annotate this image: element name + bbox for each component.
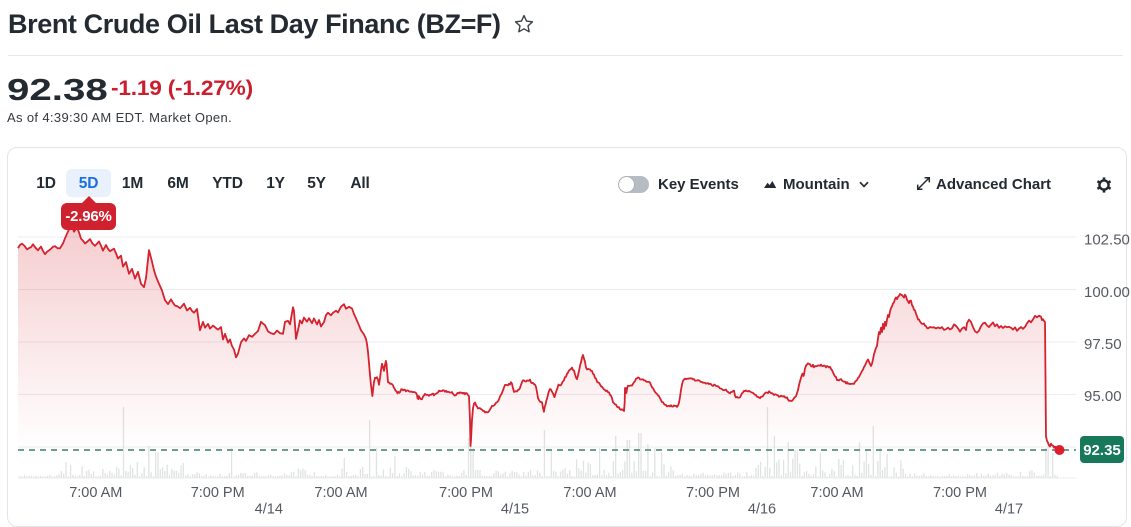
svg-text:92.35: 92.35 (1083, 442, 1121, 459)
svg-text:7:00 AM: 7:00 AM (69, 485, 122, 501)
svg-text:95.00: 95.00 (1084, 388, 1122, 405)
svg-text:102.50: 102.50 (1084, 232, 1130, 249)
svg-text:7:00 PM: 7:00 PM (191, 485, 245, 501)
svg-text:100.00: 100.00 (1084, 284, 1130, 301)
svg-text:4/15: 4/15 (501, 502, 529, 518)
svg-text:97.50: 97.50 (1084, 336, 1122, 353)
svg-text:7:00 PM: 7:00 PM (439, 485, 493, 501)
svg-text:4/14: 4/14 (255, 502, 283, 518)
svg-text:7:00 AM: 7:00 AM (563, 485, 616, 501)
svg-text:7:00 PM: 7:00 PM (933, 485, 987, 501)
svg-text:7:00 AM: 7:00 AM (314, 485, 367, 501)
svg-text:7:00 AM: 7:00 AM (810, 485, 863, 501)
svg-text:4/17: 4/17 (995, 502, 1023, 518)
svg-text:4/16: 4/16 (748, 502, 776, 518)
svg-text:7:00 PM: 7:00 PM (686, 485, 740, 501)
